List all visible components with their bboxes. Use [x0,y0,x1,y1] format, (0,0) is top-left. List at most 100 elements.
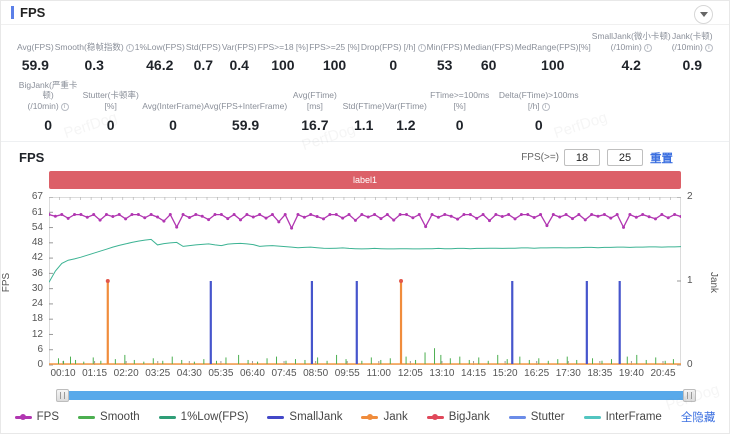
legend-label: Stutter [530,411,565,424]
stat-value: 0.4 [229,57,249,74]
x-tick: 15:20 [492,368,518,380]
hide-all-link[interactable]: 全隐藏 [680,412,716,425]
legend-swatch [508,415,526,419]
legend-item-1-low-fps-[interactable]: 1%Low(FPS) [158,411,248,423]
x-tick: 14:15 [461,368,487,380]
legend-item-smooth[interactable]: Smooth [78,411,140,423]
stat-value: 0 [455,116,464,133]
stat-value: 100 [322,57,347,74]
x-tick: 05:35 [208,368,234,380]
stat-cell: Std(FPS) 0.7 [186,31,221,76]
legend-item-fps[interactable]: FPS [14,411,60,424]
stat-label: Smooth(稳帧指数) i [55,31,134,52]
grip-icon [60,392,65,400]
stat-value: 0 [169,116,177,133]
scrollbar-left-handle[interactable] [56,389,69,403]
legend-item-interframe[interactable]: InterFrame [583,411,662,424]
legend-swatch [267,415,285,419]
x-tick: 07:45 [271,368,297,380]
y-tick: 0 [37,359,43,371]
stat-value: 100 [541,57,565,74]
legend-label: FPS [36,411,60,424]
legend-label: Jank [383,411,408,424]
stat-cell: FPS>=18 [%] 100 [258,31,309,76]
grip-icon [687,392,692,400]
stat-value: 0.9 [682,57,703,74]
stat-label: Avg(FTime) [ms] [292,90,337,112]
x-tick: 09:55 [334,368,360,380]
info-icon[interactable]: i [643,43,652,52]
stat-cell: BigJank(严重卡顿) (/10min) i 0 [17,80,79,135]
x-tick: 06:40 [239,368,265,380]
stat-label: Drop(FPS) [/h] i [361,31,426,52]
stat-label: Avg(FPS+InterFrame) [203,101,288,112]
chart-banner: label1 [49,171,681,190]
stat-cell: Delta(FTime)>100ms [/h] i 0 [493,90,585,135]
stat-label: Min(FPS) [426,41,463,52]
y-tick: 61 [31,206,43,218]
stat-cell: FPS>=25 [%] 100 [309,31,360,76]
legend-item-smalljank[interactable]: SmallJank [267,411,342,423]
legend-swatch [361,414,379,421]
fps-section-title: FPS [19,150,45,166]
y-tick: 1 [687,275,693,287]
x-tick: 03:25 [145,368,171,380]
legend-item-bigjank[interactable]: BigJank [426,411,490,424]
stat-cell: Median(FPS) 60 [464,31,514,76]
stat-value: 0.7 [193,57,214,74]
y-tick: 0 [687,359,693,371]
panel-header: FPS [1,1,729,25]
stat-label: Avg(FPS) [17,41,54,52]
info-icon[interactable]: i [541,103,550,112]
legend-swatch [14,414,32,421]
x-tick: 11:00 [366,368,391,380]
info-icon[interactable]: i [60,103,69,112]
stat-value: 100 [271,57,295,74]
fps-threshold-input-2[interactable] [607,149,643,167]
legend-label: SmallJank [289,411,343,424]
stat-value: 4.2 [621,57,641,74]
chart-section-head: FPS FPS(>=) 重置 [1,142,729,168]
legend-label: InterFrame [605,411,662,424]
x-tick: 04:30 [176,368,202,380]
info-icon[interactable]: i [417,43,426,52]
stat-cell: Avg(FPS+InterFrame) 59.9 [204,91,287,136]
x-tick: 18:35 [587,368,613,380]
stat-cell: Std(FTime) 1.1 [343,91,385,136]
stat-cell: Min(FPS) 53 [427,31,463,76]
scrollbar-right-handle[interactable] [683,389,696,403]
stat-cell: SmallJank(微小卡顿) (/10min) i 4.2 [592,31,671,76]
legend-item-stutter[interactable]: Stutter [508,411,565,424]
fps-threshold-input-1[interactable] [564,149,600,167]
chart-scrollbar [56,389,696,403]
info-icon[interactable]: i [125,43,134,52]
fps-threshold-label: FPS(>=) [521,152,559,164]
stat-value: 60 [480,57,497,74]
stat-cell: Smooth(稳帧指数) i 0.3 [55,31,134,76]
fps-chart: FPS Jank 00:10 01:15 02:20 03:25 04:30 05:35 0… [1,191,729,387]
info-icon[interactable]: i [704,43,713,52]
accent-bar [11,6,14,19]
stat-value: 59.9 [231,116,260,133]
stat-label: SmallJank(微小卡顿) (/10min) i [591,31,671,52]
stat-cell: FTime>=100ms [%] 0 [427,90,493,135]
stat-label: Avg(InterFrame) [142,101,204,112]
stat-label: Std(FPS) [185,41,221,52]
legend-item-jank[interactable]: Jank [361,411,408,424]
stat-value: 1.1 [353,116,374,133]
legend-swatch [583,415,601,419]
legend-label: BigJank [448,411,490,424]
reset-button[interactable]: 重置 [650,152,673,165]
collapse-button[interactable] [694,5,713,24]
chart-plot-svg[interactable] [49,197,681,367]
legend-swatch [78,415,96,419]
scrollbar-bar[interactable] [69,391,683,401]
x-tick: 12:05 [397,368,423,380]
stat-value: 16.7 [301,116,329,133]
stat-value: 0 [44,116,52,133]
y-tick: 2 [687,191,693,203]
y-tick: 36 [31,267,43,279]
x-tick: 19:40 [618,368,644,380]
stat-value: 1.2 [396,116,416,133]
y-tick: 24 [31,298,43,310]
